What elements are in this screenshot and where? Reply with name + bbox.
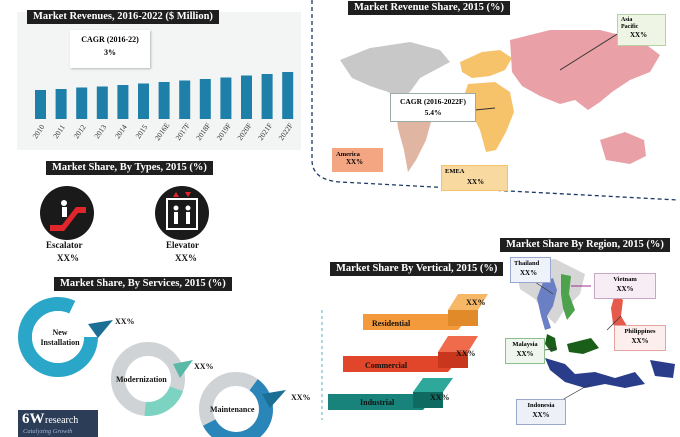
tick-2014: 2014 <box>113 123 129 141</box>
services-title: Market Share, By Services, 2015 (%) <box>54 277 232 291</box>
map-vietnam <box>561 274 575 320</box>
service-maintenance-value: XX% <box>291 393 311 402</box>
bar-2019F <box>220 77 232 119</box>
vertical-bars <box>321 294 488 420</box>
tick-2015: 2015 <box>133 123 149 141</box>
bar-2011 <box>55 89 67 119</box>
vertical-industrial-name: Industrial <box>360 398 395 407</box>
bar-commercial <box>343 344 458 372</box>
world-map <box>311 0 679 201</box>
vertical-title: Market Share By Vertical, 2015 (%) <box>330 262 504 276</box>
region-tag-vietnam: Vietnam XX% <box>594 273 656 299</box>
map-asia <box>510 30 660 110</box>
map-emea <box>460 50 514 152</box>
vertical-commercial-value: XX% <box>456 349 476 358</box>
service-modernization-value: XX% <box>194 362 214 371</box>
region-tag-thailand: Thailand XX% <box>510 257 551 283</box>
tick-2017F: 2017F <box>173 121 191 142</box>
region-title: Market Share By Region, 2015 (%) <box>500 238 670 252</box>
vertical-industrial-value: XX% <box>430 393 450 402</box>
bar-residential <box>363 302 468 330</box>
service-maintenance-name: Maintenance <box>210 405 255 414</box>
map-thailand <box>537 278 557 330</box>
service-new-installation-name: New Installation <box>40 328 80 347</box>
bar-2017F <box>179 80 191 119</box>
vertical-commercial-name: Commercial <box>365 361 408 370</box>
revenues-title: Market Revenues, 2016-2022 ($ Million) <box>27 10 219 24</box>
bar-2021F <box>261 74 273 119</box>
bar-2012 <box>76 87 88 119</box>
logo-brand: 6W <box>22 411 45 427</box>
map-philippines <box>611 294 627 334</box>
tick-2022F: 2022F <box>276 121 294 142</box>
bar-2016E <box>158 82 170 119</box>
region-tag-indonesia: Indonesia XX% <box>516 399 566 425</box>
tick-2019F: 2019F <box>215 121 233 142</box>
type-elevator-value: XX% <box>175 253 197 263</box>
map-border <box>311 0 679 201</box>
tick-2012: 2012 <box>72 123 88 141</box>
brand-logo: 6W research Catalyzing Growth <box>18 410 98 437</box>
vertical-residential-value: XX% <box>466 298 486 307</box>
region-tag-emea: EMEA XX% <box>441 165 508 191</box>
map-cagr-label: CAGR (2016-2022F) <box>399 97 467 106</box>
region-tag-malaysia: Malaysia XX% <box>505 338 545 364</box>
tick-2021F: 2021F <box>256 121 274 142</box>
map-malaysia <box>545 334 599 354</box>
bar-2010 <box>35 90 46 119</box>
region-tag-america: America XX% <box>332 148 383 172</box>
map-indonesia <box>545 358 645 388</box>
logo-brand-suffix: research <box>45 415 79 426</box>
map-australia <box>600 132 646 164</box>
region-tag-philippines: Philippines XX% <box>614 325 666 351</box>
revenue-share-title: Market Revenue Share, 2015 (%) <box>348 1 510 15</box>
revenues-cagr-label: CAGR (2016-22) <box>81 35 139 44</box>
service-new-installation-value: XX% <box>115 317 135 326</box>
revenues-cagr-box: CAGR (2016-22) 3% <box>70 30 150 68</box>
type-escalator-name: Escalator <box>46 240 83 250</box>
revenues-cagr-value: 3% <box>104 48 116 57</box>
region-tag-apac: Asia Pacific XX% <box>617 14 666 46</box>
tick-2016E: 2016E <box>153 121 172 143</box>
bar-2018F <box>199 79 211 119</box>
map-cagr-value: 5.4% <box>424 108 442 117</box>
services-rings <box>18 297 286 437</box>
service-modernization-name: Modernization <box>116 375 167 384</box>
tick-2020F: 2020F <box>235 121 253 142</box>
bar-2014 <box>117 85 129 119</box>
bar-2022F <box>282 72 294 119</box>
logo-tagline: Catalyzing Growth <box>23 428 73 435</box>
tick-2018F: 2018F <box>194 121 212 142</box>
tick-2011: 2011 <box>51 123 67 140</box>
elevator-icon <box>155 186 209 240</box>
bar-2020F <box>241 75 252 119</box>
type-elevator-name: Elevator <box>166 240 199 250</box>
escalator-icon <box>40 186 94 240</box>
tick-2010: 2010 <box>30 123 46 141</box>
vertical-residential-name: Residential <box>372 319 411 328</box>
bar-2015 <box>138 83 149 119</box>
bar-2013 <box>96 86 108 119</box>
map-cagr-box: CAGR (2016-2022F) 5.4% <box>390 93 476 122</box>
ring-new-installation <box>18 297 98 377</box>
bar-industrial <box>328 382 433 410</box>
types-title: Market Share, By Types, 2015 (%) <box>46 161 213 175</box>
revenues-bar-chart: 2010 2011 2012 2013 2014 2015 2016E 2017F 2018F 2… <box>30 72 295 143</box>
tick-2013: 2013 <box>92 123 108 141</box>
revenues-panel <box>17 12 301 150</box>
type-escalator-value: XX% <box>57 253 79 263</box>
